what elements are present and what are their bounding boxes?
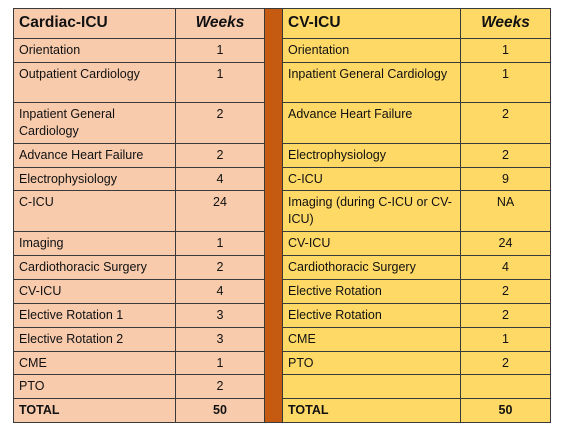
cv-icu-rotation-name: Elective Rotation (282, 278, 461, 304)
cv-icu-rotation-name: PTO (282, 350, 461, 376)
cardiac-icu-rotation-name: Inpatient General Cardiology (13, 101, 176, 144)
cv-icu-weeks-header: Weeks (460, 8, 551, 39)
cv-icu-title: CV-ICU (282, 8, 461, 39)
table-row: CV-ICU 4 Elective Rotation 2 (13, 278, 551, 304)
cv-icu-rotation-weeks: 1 (460, 326, 551, 352)
cardiac-icu-rotation-weeks: 1 (175, 38, 265, 63)
cv-icu-rotation-name: CME (282, 326, 461, 352)
cv-icu-rotation-name (282, 374, 461, 400)
cv-icu-rotation-weeks (460, 374, 551, 400)
cardiac-icu-rotation-name: Electrophysiology (13, 166, 176, 192)
cv-icu-rotation-name: CV-ICU (282, 231, 461, 256)
cardiac-icu-rotation-name: Elective Rotation 1 (13, 302, 176, 328)
cardiac-icu-rotation-weeks: 4 (175, 278, 265, 304)
cardiac-icu-rotation-name: Orientation (13, 38, 176, 63)
cv-icu-rotation-weeks: 24 (460, 231, 551, 256)
cardiac-icu-rotation-weeks: 1 (175, 61, 265, 103)
cardiac-icu-rotation-weeks: 4 (175, 166, 265, 192)
cardiac-icu-rotation-weeks: 2 (175, 101, 265, 144)
cardiac-icu-rotation-name: C-ICU (13, 190, 176, 233)
cv-icu-rotation-name: Inpatient General Cardiology (282, 61, 461, 103)
cv-icu-rotation-name: Orientation (282, 38, 461, 63)
cardiac-icu-rotation-name: Cardiothoracic Surgery (13, 255, 176, 280)
table-row: Cardiothoracic Surgery 2 Cardiothoracic Su… (13, 255, 551, 280)
cardiac-icu-rotation-name: Imaging (13, 231, 176, 256)
cv-icu-rotation-weeks: NA (460, 190, 551, 233)
cardiac-icu-rotation-name: CV-ICU (13, 278, 176, 304)
header-row: Cardiac-ICU Weeks CV-ICU Weeks (13, 7, 551, 424)
rotation-schedule-table: Cardiac-ICU Weeks CV-ICU Weeks Orientati… (13, 7, 551, 424)
cv-icu-rotation-name: Electrophysiology (282, 142, 461, 168)
cv-icu-rotation-name: Elective Rotation (282, 302, 461, 328)
cardiac-icu-total-label: TOTAL (13, 398, 176, 424)
table-row: Elective Rotation 2 3 CME 1 (13, 326, 551, 352)
table-row: Inpatient General Cardiology 2 Advance Hea… (13, 101, 551, 144)
cv-icu-rotation-weeks: 2 (460, 350, 551, 376)
cardiac-icu-total-weeks: 50 (175, 398, 265, 424)
cv-icu-rotation-name: Cardiothoracic Surgery (282, 255, 461, 280)
cardiac-icu-rotation-weeks: 1 (175, 350, 265, 376)
table-separator (264, 7, 283, 424)
table-row: Electrophysiology 4 C-ICU 9 (13, 166, 551, 192)
cv-icu-total-label: TOTAL (282, 398, 461, 424)
cv-icu-rotation-weeks: 4 (460, 255, 551, 280)
cv-icu-rotation-weeks: 2 (460, 302, 551, 328)
cv-icu-rotation-weeks: 9 (460, 166, 551, 192)
cardiac-icu-title: Cardiac-ICU (13, 8, 176, 39)
table-row: Elective Rotation 1 3 Elective Rotation 2 (13, 302, 551, 328)
cardiac-icu-rotation-weeks: 3 (175, 326, 265, 352)
table-row: Orientation 1 Orientation 1 (13, 38, 551, 63)
total-row: TOTAL 50 TOTAL 50 (13, 398, 551, 424)
cv-icu-rotation-name: C-ICU (282, 166, 461, 192)
cv-icu-rotation-weeks: 1 (460, 38, 551, 63)
table-row: Imaging 1 CV-ICU 24 (13, 231, 551, 256)
cardiac-icu-rotation-name: Advance Heart Failure (13, 142, 176, 168)
cardiac-icu-rotation-weeks: 2 (175, 374, 265, 400)
cardiac-icu-rotation-weeks: 3 (175, 302, 265, 328)
cardiac-icu-weeks-header: Weeks (175, 8, 265, 39)
table-row: Advance Heart Failure 2 Electrophysiology 2 (13, 142, 551, 168)
cardiac-icu-rotation-weeks: 1 (175, 231, 265, 256)
schedule-body: Cardiac-ICU Weeks CV-ICU Weeks Orientati… (13, 7, 551, 424)
table-row: PTO 2 (13, 374, 551, 400)
cardiac-icu-rotation-weeks: 2 (175, 255, 265, 280)
cv-icu-total-weeks: 50 (460, 398, 551, 424)
cardiac-icu-rotation-name: Outpatient Cardiology (13, 61, 176, 103)
cardiac-icu-rotation-name: CME (13, 350, 176, 376)
cardiac-icu-rotation-name: Elective Rotation 2 (13, 326, 176, 352)
table-row: C-ICU 24 Imaging (during C-ICU or CV-ICU) N… (13, 190, 551, 233)
cv-icu-rotation-weeks: 1 (460, 61, 551, 103)
table-row: CME 1 PTO 2 (13, 350, 551, 376)
table-row: Outpatient Cardiology 1 Inpatient General … (13, 61, 551, 103)
cardiac-icu-rotation-weeks: 2 (175, 142, 265, 168)
cv-icu-rotation-weeks: 2 (460, 278, 551, 304)
cardiac-icu-rotation-name: PTO (13, 374, 176, 400)
cv-icu-rotation-weeks: 2 (460, 101, 551, 144)
cardiac-icu-rotation-weeks: 24 (175, 190, 265, 233)
cv-icu-rotation-name: Imaging (during C-ICU or CV-ICU) (282, 190, 461, 233)
cv-icu-rotation-weeks: 2 (460, 142, 551, 168)
cv-icu-rotation-name: Advance Heart Failure (282, 101, 461, 144)
